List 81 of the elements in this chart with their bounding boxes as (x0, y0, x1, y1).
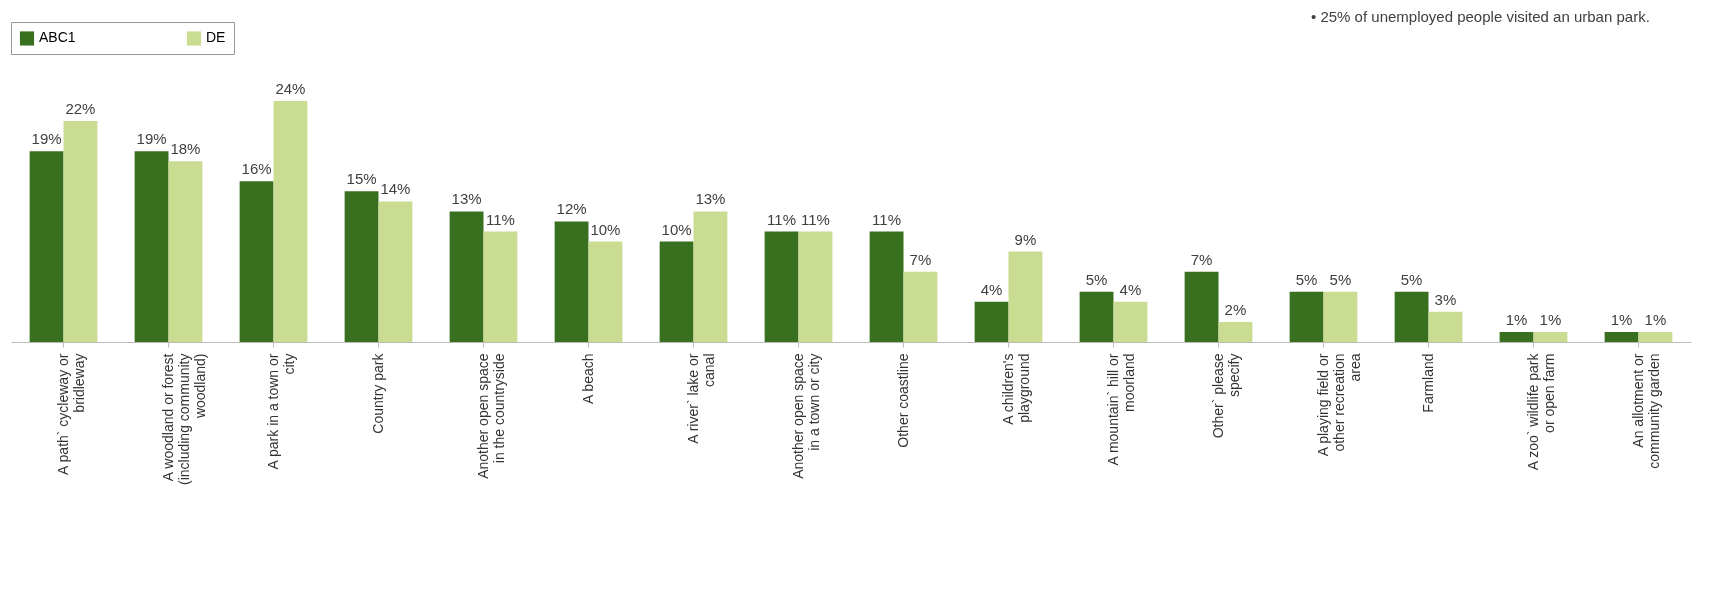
bar (974, 301, 1009, 342)
x-tick-label: A river` lake or canal (684, 353, 717, 444)
data-label: 10% (590, 220, 621, 238)
data-label: 2% (1224, 300, 1247, 318)
x-tick-label: A woodland or forest (including community woodland) (159, 353, 208, 485)
bar (239, 181, 274, 342)
x-tick-label: Other coastline (894, 353, 911, 448)
data-label: 5% (1085, 270, 1108, 288)
x-tick-label: A zoo` wildlife park or open farm (1524, 352, 1557, 471)
data-label: 12% (556, 200, 587, 218)
data-label: 1% (1644, 310, 1667, 328)
data-label: 15% (346, 170, 377, 188)
x-tick-label: A path` cycleway or bridleway (54, 353, 87, 475)
data-label: 18% (170, 140, 201, 158)
bar (693, 211, 728, 342)
bar (798, 231, 833, 342)
bar (1323, 291, 1358, 342)
bar (449, 211, 484, 342)
bar (134, 151, 169, 342)
bar (1533, 331, 1568, 342)
x-tick-label: A mountain` hill or moorland (1104, 353, 1137, 466)
bar (869, 231, 904, 342)
bar (1394, 291, 1429, 342)
data-label: 4% (1119, 280, 1142, 298)
x-tick-label: A playing field or other recreation area (1314, 353, 1363, 457)
x-tick-label: Another open space in the countryside (474, 353, 507, 479)
x-tick-label: A beach (579, 353, 596, 405)
data-label: 13% (695, 190, 726, 208)
data-label: 4% (980, 280, 1003, 298)
data-label: 11% (485, 210, 515, 228)
bar (63, 121, 98, 342)
data-label: 11% (800, 210, 830, 228)
bar (1499, 331, 1534, 342)
bar (1113, 301, 1148, 342)
bar (903, 271, 938, 342)
bar (1008, 251, 1043, 342)
data-label: 22% (65, 100, 96, 118)
data-label: 24% (275, 79, 306, 97)
bar (1638, 331, 1673, 342)
data-label: 1% (1539, 310, 1562, 328)
bar (1289, 291, 1324, 342)
data-label: 5% (1329, 270, 1352, 288)
bar (1428, 311, 1463, 342)
bar (344, 191, 379, 342)
data-label: 14% (380, 180, 411, 198)
bar (554, 221, 589, 342)
data-label: 16% (241, 160, 272, 178)
text: • 25% of unemployed people visited an urban park. (1311, 8, 1650, 25)
bar (483, 231, 518, 342)
x-tick-label: Other` please specify (1209, 353, 1242, 439)
bar (1604, 331, 1639, 342)
legend-label: ABC1 (39, 29, 76, 46)
bar (659, 241, 694, 342)
data-label: 19% (31, 130, 62, 148)
bar (588, 241, 623, 342)
x-tick-label: Country park (369, 352, 386, 434)
data-label: 5% (1400, 270, 1423, 288)
data-label: 7% (909, 250, 932, 268)
data-label: 5% (1295, 270, 1318, 288)
x-tick-label: Farmland (1419, 353, 1436, 413)
bar (378, 201, 413, 342)
data-label: 3% (1434, 290, 1457, 308)
x-tick-label: A park in a town or city (264, 353, 297, 470)
data-label: 13% (451, 190, 482, 208)
bar (29, 151, 64, 342)
bar (168, 161, 203, 342)
data-label: 11% (872, 210, 902, 228)
data-label: 9% (1014, 230, 1037, 248)
bar (1079, 291, 1114, 342)
legend-label: DE (206, 29, 226, 46)
x-tick-label: A children's playground (999, 353, 1032, 425)
data-label: 1% (1505, 310, 1528, 328)
data-label: 19% (136, 130, 167, 148)
data-label: 1% (1610, 310, 1633, 328)
bar (1184, 271, 1219, 342)
data-label: 11% (767, 210, 797, 228)
bar (1218, 321, 1253, 342)
data-label: 10% (661, 220, 692, 238)
bar (764, 231, 799, 342)
data-label: 7% (1190, 250, 1213, 268)
bar (273, 100, 308, 342)
